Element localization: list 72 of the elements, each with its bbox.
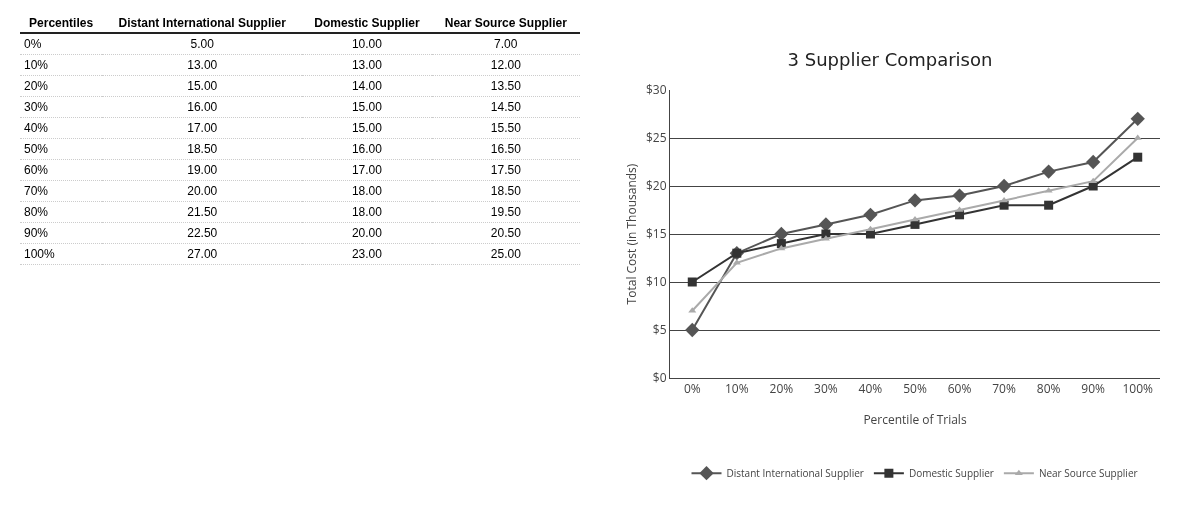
x-tick-label: 50% bbox=[903, 380, 927, 398]
data-label: 13.50 bbox=[431, 75, 580, 97]
y-tick-label: $10 bbox=[646, 273, 667, 291]
x-tick-label: Near Source Supplier bbox=[431, 14, 580, 33]
data-label: 20.50 bbox=[431, 222, 580, 244]
data-label: 16.00 bbox=[302, 138, 432, 160]
data-label: 18.00 bbox=[302, 201, 432, 223]
data-label: 25.00 bbox=[431, 243, 580, 265]
x-tick-label: 100% bbox=[1122, 380, 1154, 398]
data-label: 12.00 bbox=[431, 54, 580, 76]
data-label: 15.00 bbox=[302, 117, 432, 139]
data-label: 15.50 bbox=[431, 117, 580, 139]
data-label: 7.00 bbox=[431, 33, 580, 55]
legend-label: Distant International Supplier bbox=[726, 466, 864, 481]
data-label: 14.50 bbox=[431, 96, 580, 118]
data-label: 22.50 bbox=[102, 222, 303, 244]
legend-label: Near Source Supplier bbox=[1038, 466, 1138, 481]
x-tick-label: 30% bbox=[814, 380, 838, 398]
data-label: 20.00 bbox=[302, 222, 432, 244]
x-tick-label: 10% bbox=[724, 380, 749, 398]
data-label: 17.00 bbox=[102, 117, 303, 139]
data-label: 13.00 bbox=[302, 54, 432, 76]
y-tick-label: 90% bbox=[20, 222, 103, 244]
x-tick-label: 80% bbox=[1036, 380, 1061, 398]
x-tick-label: Domestic Supplier bbox=[302, 14, 432, 33]
data-label: 5.00 bbox=[102, 33, 303, 55]
data-label: 18.50 bbox=[102, 138, 303, 160]
y-axis-title: Total Cost (in Thousands) bbox=[623, 163, 640, 305]
data-label: 19.00 bbox=[102, 159, 303, 181]
data-label: 14.00 bbox=[302, 75, 432, 97]
y-tick-label: $20 bbox=[646, 177, 667, 195]
legend-label: Domestic Supplier bbox=[908, 466, 994, 481]
x-tick-label: 0% bbox=[683, 380, 701, 398]
data-label: 17.00 bbox=[302, 159, 432, 181]
data-label: 18.50 bbox=[431, 180, 580, 202]
y-axis-title: Percentiles bbox=[20, 14, 103, 33]
data-label: 21.50 bbox=[102, 201, 303, 223]
y-tick-label: $5 bbox=[652, 321, 667, 339]
y-tick-label: 30% bbox=[20, 96, 103, 118]
y-tick-label: 80% bbox=[20, 201, 103, 223]
data-label: 19.50 bbox=[431, 201, 580, 223]
y-tick-label: 100% bbox=[20, 243, 103, 265]
data-label: 17.50 bbox=[431, 159, 580, 181]
data-label: 18.00 bbox=[302, 180, 432, 202]
y-tick-label: 0% bbox=[20, 33, 103, 55]
data-label: 16.50 bbox=[431, 138, 580, 160]
x-tick-label: 20% bbox=[769, 380, 794, 398]
y-tick-label: 70% bbox=[20, 180, 103, 202]
chart-title: 3 Supplier Comparison bbox=[787, 49, 993, 71]
y-tick-label: 10% bbox=[20, 54, 103, 76]
y-tick-label: $25 bbox=[646, 129, 667, 147]
y-tick-label: 50% bbox=[20, 138, 103, 160]
y-tick-label: 40% bbox=[20, 117, 103, 139]
data-label: 15.00 bbox=[302, 96, 432, 118]
data-label: 23.00 bbox=[302, 243, 432, 265]
x-axis-title: Percentile of Trials bbox=[863, 411, 967, 428]
data-label: 13.00 bbox=[102, 54, 303, 76]
data-label: 15.00 bbox=[102, 75, 303, 97]
y-tick-label: $15 bbox=[646, 225, 667, 243]
data-label: 10.00 bbox=[302, 33, 432, 55]
data-label: 27.00 bbox=[102, 243, 303, 265]
x-tick-label: 70% bbox=[992, 380, 1016, 398]
y-tick-label: $0 bbox=[652, 369, 667, 387]
y-tick-label: 20% bbox=[20, 75, 103, 97]
y-tick-label: 60% bbox=[20, 159, 103, 181]
data-label: 16.00 bbox=[102, 96, 303, 118]
x-tick-label: 40% bbox=[858, 380, 883, 398]
y-tick-label: $30 bbox=[646, 81, 667, 99]
x-tick-label: Distant International Supplier bbox=[102, 14, 303, 33]
x-tick-label: 90% bbox=[1081, 380, 1106, 398]
x-tick-label: 60% bbox=[947, 380, 972, 398]
data-label: 20.00 bbox=[102, 180, 303, 202]
